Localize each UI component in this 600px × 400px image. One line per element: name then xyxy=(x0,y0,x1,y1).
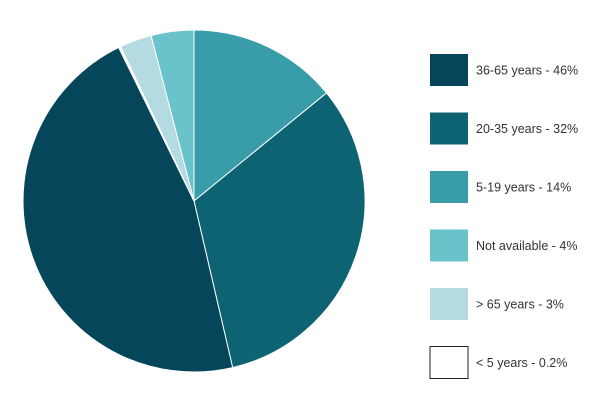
legend-swatch xyxy=(430,112,468,145)
pie-slice xyxy=(150,29,195,202)
legend-label: 36-65 years - 46% xyxy=(476,64,578,78)
pie-slice xyxy=(22,46,234,373)
legend-label: 20-35 years - 32% xyxy=(476,122,578,136)
legend-swatch xyxy=(430,171,468,203)
pie-slice xyxy=(193,92,366,369)
legend: 36-65 years - 46% 20-35 years - 32% 5-19 y… xyxy=(429,54,578,379)
pie-slices xyxy=(22,29,366,373)
legend-label: > 65 years - 3% xyxy=(476,298,564,312)
legend-label: < 5 years - 0.2% xyxy=(476,356,567,370)
legend-swatch xyxy=(430,229,468,262)
legend-label: Not available - 4% xyxy=(476,239,577,253)
pie-slice xyxy=(193,29,328,203)
legend-swatch xyxy=(429,346,469,379)
legend-swatch xyxy=(430,288,468,320)
legend-label: 5-19 years - 14% xyxy=(476,181,571,195)
legend-swatch xyxy=(430,54,468,86)
